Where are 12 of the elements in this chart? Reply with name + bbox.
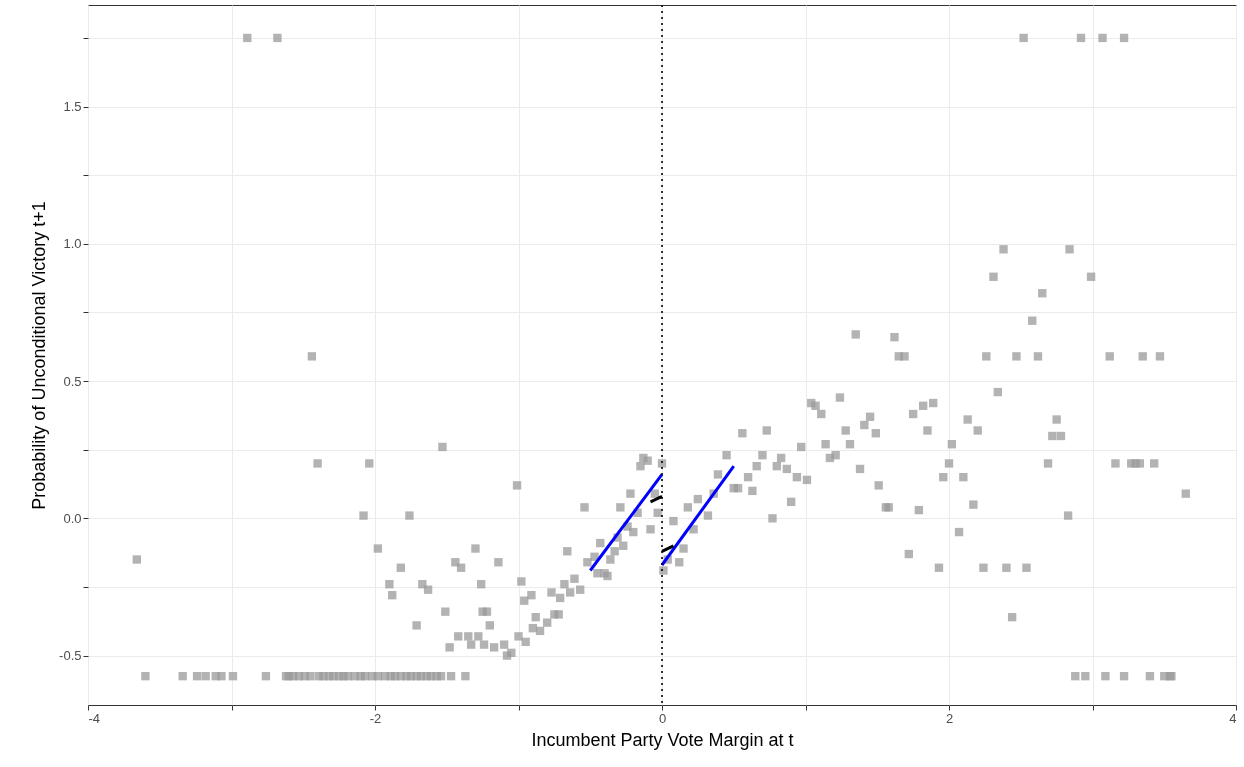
y-tick-label: 1.0 xyxy=(63,236,82,252)
x-axis-title: Incumbent Party Vote Margin at t xyxy=(531,729,794,750)
x-tick-label: 2 xyxy=(945,710,954,726)
x-tick-label: 4 xyxy=(1229,710,1237,726)
y-tick-label: 0.5 xyxy=(63,373,82,389)
x-tick-label: 0 xyxy=(658,710,667,726)
x-tick-label: -4 xyxy=(88,710,101,726)
x-tick-label: -2 xyxy=(369,710,382,726)
y-tick-label: 0.0 xyxy=(63,510,82,526)
y-tick-label: -0.5 xyxy=(59,648,82,664)
y-axis-title: Probability of Unconditional Victory t+1 xyxy=(29,201,50,510)
y-tick-label: 1.5 xyxy=(63,99,82,115)
